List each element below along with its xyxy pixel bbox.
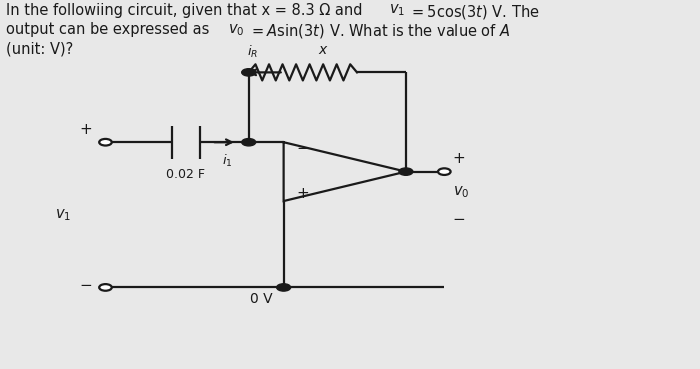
Text: −: − — [296, 141, 309, 156]
Text: −: − — [80, 278, 92, 293]
Text: $= 5\cos(3t)$ V. The: $= 5\cos(3t)$ V. The — [410, 3, 540, 21]
Text: −: − — [453, 212, 466, 227]
Text: 0.02 F: 0.02 F — [167, 168, 205, 181]
Text: +: + — [453, 151, 466, 166]
Text: $v_1$: $v_1$ — [389, 3, 405, 18]
Circle shape — [241, 138, 255, 146]
Circle shape — [99, 139, 112, 145]
Circle shape — [241, 69, 255, 76]
Text: output can be expressed as: output can be expressed as — [6, 22, 214, 37]
Text: 0 V: 0 V — [250, 292, 272, 306]
Text: $v_0$: $v_0$ — [228, 22, 244, 38]
Text: In the followiing circuit, given that x = 8.3 Ω and: In the followiing circuit, given that x … — [6, 3, 368, 18]
Text: $x$: $x$ — [318, 43, 329, 57]
Text: $v_0$: $v_0$ — [453, 184, 469, 200]
Circle shape — [276, 284, 290, 291]
Text: (unit: V)?: (unit: V)? — [6, 42, 74, 57]
Text: $v_1$: $v_1$ — [55, 207, 71, 223]
Text: $= A\sin(3t)$ V. What is the value of $A$: $= A\sin(3t)$ V. What is the value of $A… — [248, 22, 510, 40]
Text: +: + — [80, 122, 92, 137]
Text: $i_R$: $i_R$ — [246, 44, 258, 59]
Circle shape — [438, 168, 451, 175]
Circle shape — [99, 284, 112, 291]
Text: +: + — [296, 186, 309, 201]
Text: $i_1$: $i_1$ — [223, 152, 233, 169]
Circle shape — [399, 168, 413, 175]
